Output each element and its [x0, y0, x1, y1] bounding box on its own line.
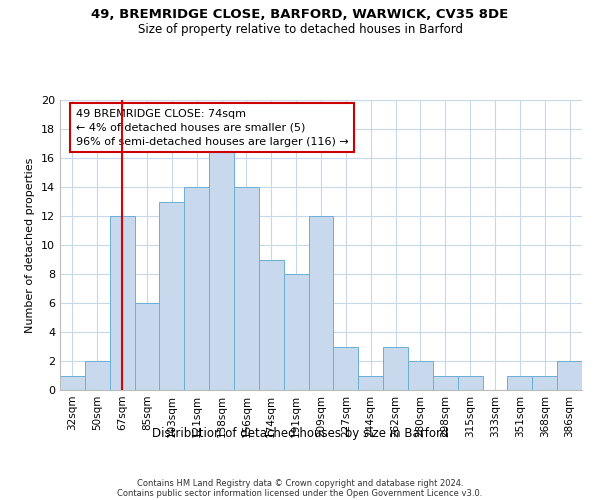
Bar	[334, 346, 358, 390]
Bar	[85, 361, 110, 390]
Text: Contains public sector information licensed under the Open Government Licence v3: Contains public sector information licen…	[118, 488, 482, 498]
Text: 49, BREMRIDGE CLOSE, BARFORD, WARWICK, CV35 8DE: 49, BREMRIDGE CLOSE, BARFORD, WARWICK, C…	[91, 8, 509, 20]
Bar	[358, 376, 383, 390]
Bar	[383, 346, 408, 390]
Bar	[234, 187, 259, 390]
Text: Distribution of detached houses by size in Barford: Distribution of detached houses by size …	[152, 428, 448, 440]
Bar	[259, 260, 284, 390]
Bar	[284, 274, 308, 390]
Bar	[60, 376, 85, 390]
Bar	[209, 144, 234, 390]
Bar	[184, 187, 209, 390]
Bar	[308, 216, 334, 390]
Bar	[110, 216, 134, 390]
Bar	[408, 361, 433, 390]
Bar	[532, 376, 557, 390]
Bar	[433, 376, 458, 390]
Bar	[557, 361, 582, 390]
Bar	[134, 303, 160, 390]
Bar	[508, 376, 532, 390]
Text: 49 BREMRIDGE CLOSE: 74sqm
← 4% of detached houses are smaller (5)
96% of semi-de: 49 BREMRIDGE CLOSE: 74sqm ← 4% of detach…	[76, 108, 349, 146]
Text: Size of property relative to detached houses in Barford: Size of property relative to detached ho…	[137, 22, 463, 36]
Y-axis label: Number of detached properties: Number of detached properties	[25, 158, 35, 332]
Bar	[160, 202, 184, 390]
Text: Contains HM Land Registry data © Crown copyright and database right 2024.: Contains HM Land Registry data © Crown c…	[137, 478, 463, 488]
Bar	[458, 376, 482, 390]
